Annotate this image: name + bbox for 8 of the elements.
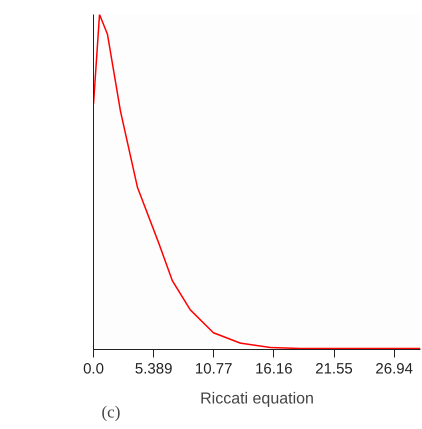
x-tick-label: 5.389 bbox=[134, 360, 172, 378]
x-tick-label: 16.16 bbox=[255, 360, 293, 378]
x-tick-label: 0.0 bbox=[83, 360, 104, 378]
text: (c) bbox=[102, 402, 120, 422]
x-axis-title: Riccati equation bbox=[200, 390, 314, 408]
x-tick-label: 21.55 bbox=[315, 360, 353, 378]
x-tick-label: 26.94 bbox=[375, 360, 413, 378]
x-tick-label: 10.77 bbox=[194, 360, 232, 378]
